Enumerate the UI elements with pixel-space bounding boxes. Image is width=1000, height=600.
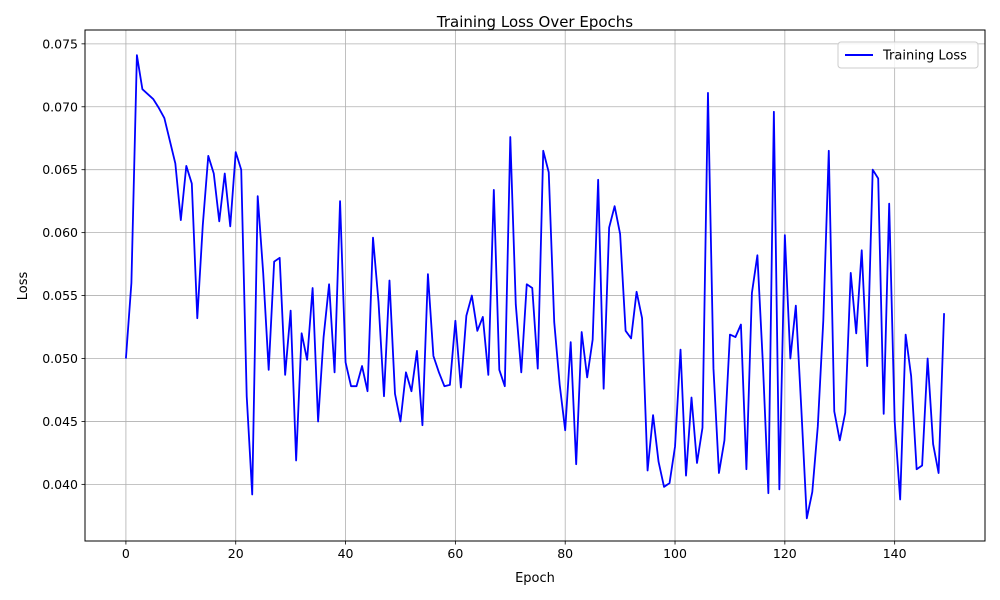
- y-tick-label: 0.065: [42, 162, 78, 177]
- x-tick-label: 20: [228, 546, 244, 561]
- x-tick-label: 80: [557, 546, 573, 561]
- y-tick-label: 0.060: [42, 225, 78, 240]
- y-tick-label: 0.050: [42, 351, 78, 366]
- legend: Training Loss: [837, 41, 979, 69]
- y-tick-label: 0.075: [42, 36, 78, 51]
- ticks: 0 20 40 60 80 100 120 140 0.040 0.045 0.050 0.055 0.…: [42, 36, 906, 561]
- legend-box: [837, 41, 979, 69]
- series-layer: [125, 54, 945, 520]
- legend-label-training-loss: Training Loss: [882, 49, 967, 64]
- y-axis-label: Loss: [16, 272, 31, 301]
- x-tick-label: 0: [122, 546, 130, 561]
- x-tick-label: 120: [773, 546, 797, 561]
- grid: [85, 30, 985, 541]
- x-tick-label: 140: [883, 546, 907, 561]
- y-tick-label: 0.045: [42, 414, 78, 429]
- y-tick-label: 0.055: [42, 288, 78, 303]
- plot-area-frame: [84, 29, 986, 542]
- x-tick-label: 60: [447, 546, 463, 561]
- series-line-training-loss: [125, 54, 945, 520]
- y-tick-label: 0.040: [42, 477, 78, 492]
- y-tick-label: 0.070: [42, 99, 78, 114]
- x-tick-label: 100: [663, 546, 687, 561]
- chart-title: Training Loss Over Epochs: [436, 13, 633, 31]
- x-tick-label: 40: [338, 546, 354, 561]
- x-axis-label: Epoch: [515, 571, 555, 586]
